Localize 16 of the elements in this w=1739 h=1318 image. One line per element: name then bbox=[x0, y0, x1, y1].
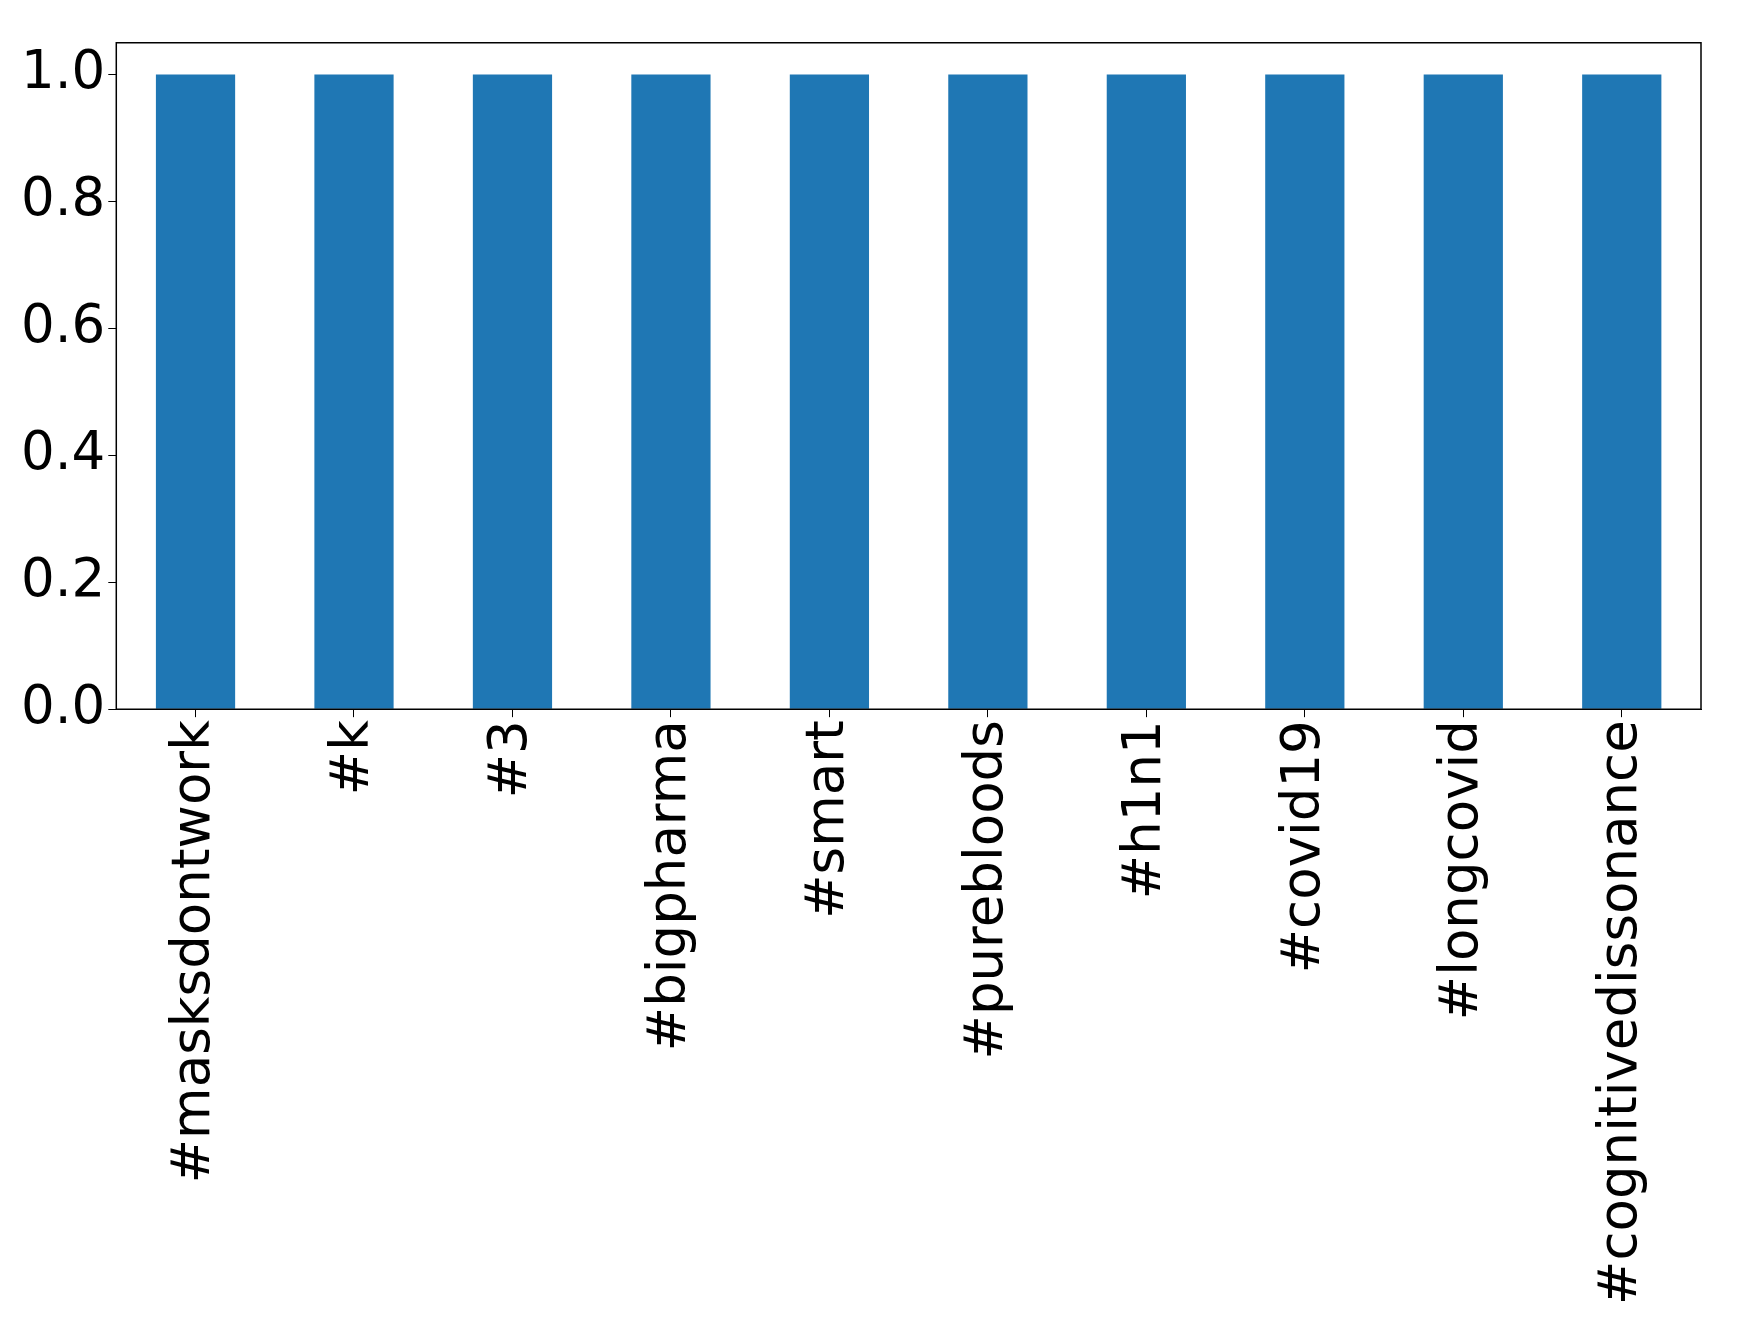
y-tick-label: 1.0 bbox=[20, 39, 106, 101]
y-tick-label: 0.4 bbox=[20, 420, 106, 482]
x-tick-label: #longcovid bbox=[1428, 720, 1490, 1021]
x-tick-label: #purebloods bbox=[952, 720, 1014, 1060]
x-tick-label: #cognitivedissonance bbox=[1586, 720, 1648, 1306]
y-tick-label: 0.0 bbox=[20, 673, 106, 735]
y-tick-label: 0.2 bbox=[20, 547, 106, 608]
x-tick-label: #3 bbox=[477, 720, 539, 799]
x-tick-label: #k bbox=[318, 719, 380, 796]
x-tick-label: #bigpharma bbox=[635, 720, 697, 1052]
y-tick-label: 0.8 bbox=[20, 166, 106, 228]
x-tick-label: #h1n1 bbox=[1111, 720, 1173, 900]
y-tick-label: 0.6 bbox=[20, 293, 106, 355]
x-tick-label: #masksdontwork bbox=[160, 719, 222, 1184]
x-tick-label: #covid19 bbox=[1269, 720, 1331, 974]
x-tick-label: #smart bbox=[794, 720, 856, 919]
